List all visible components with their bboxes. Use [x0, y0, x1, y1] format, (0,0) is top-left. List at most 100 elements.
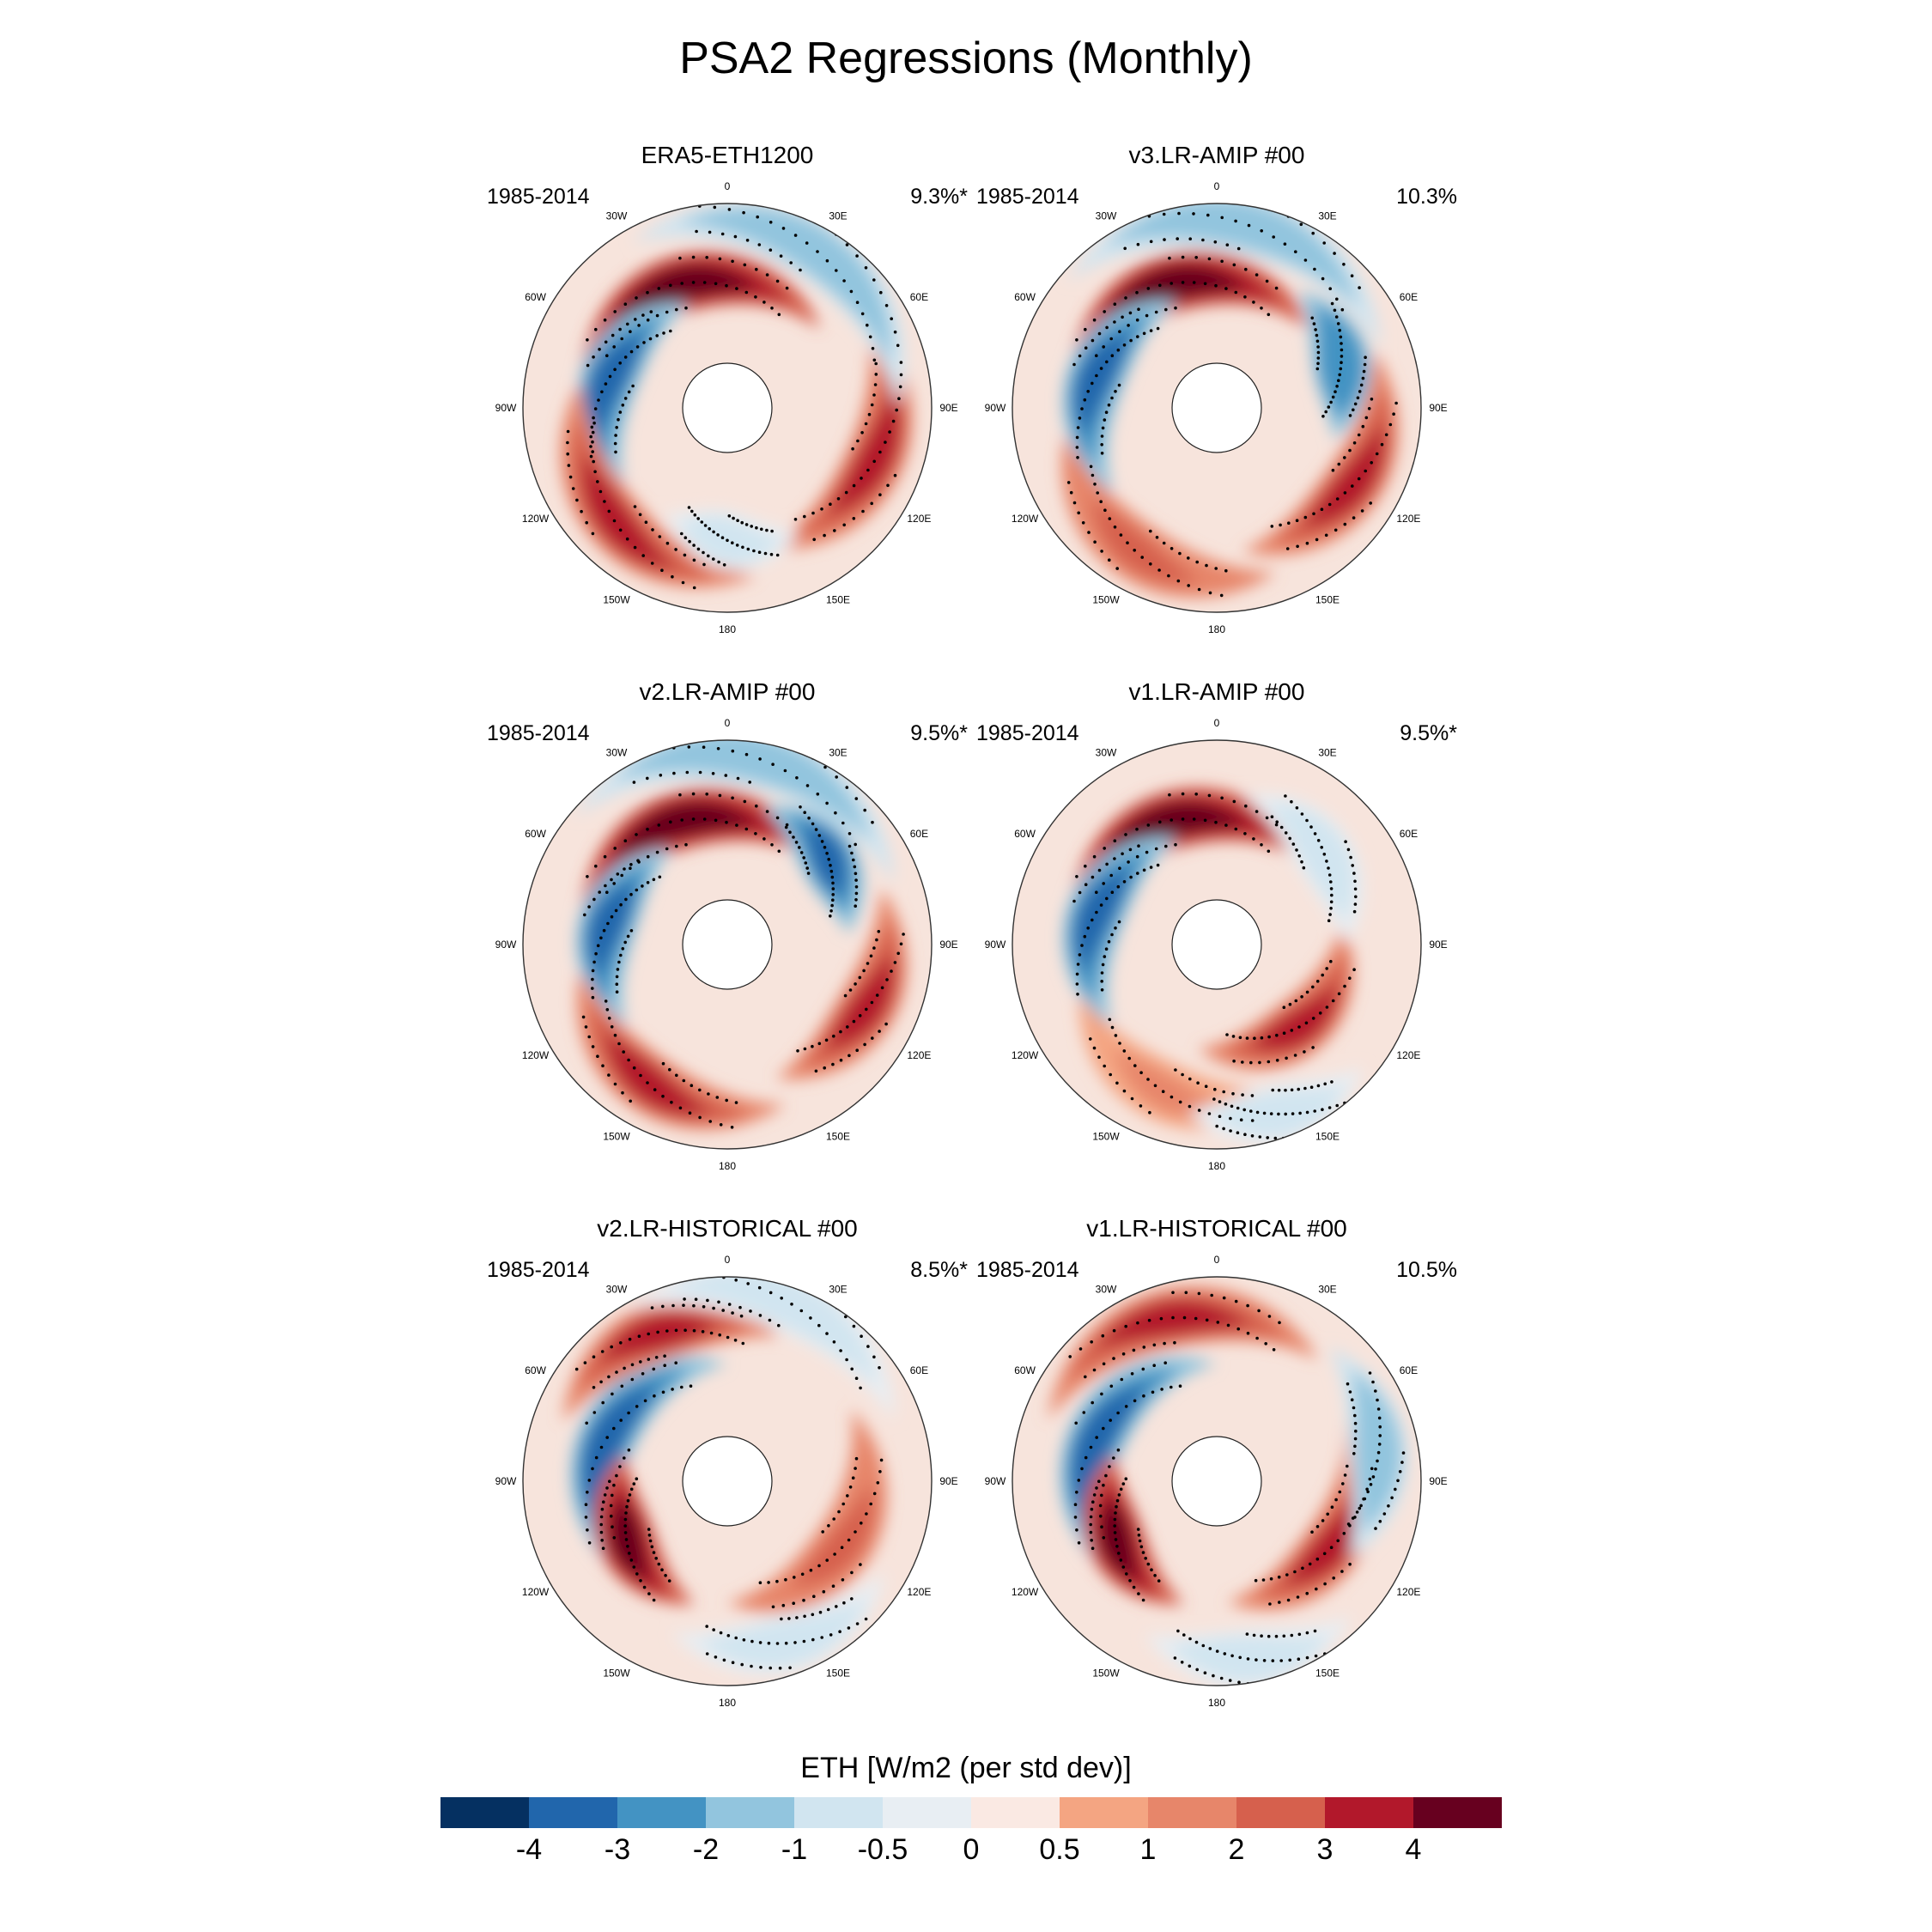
- longitude-label: 150E: [1315, 1130, 1340, 1142]
- significance-dot: [1075, 1528, 1078, 1532]
- panel-title: v3.LR-AMIP #00: [1128, 142, 1305, 168]
- significance-dot: [628, 1493, 632, 1497]
- significance-dot: [594, 951, 598, 956]
- significance-dot: [639, 1073, 642, 1078]
- significance-dot: [1267, 849, 1271, 854]
- antarctica-landmass: [682, 362, 773, 453]
- significance-dot: [878, 493, 882, 496]
- significance-dot: [758, 1314, 762, 1317]
- significance-dot: [598, 890, 601, 894]
- significance-dot: [586, 338, 589, 342]
- longitude-label: 90E: [1429, 1475, 1447, 1487]
- significance-dot: [1203, 1671, 1207, 1674]
- significance-dot: [1371, 1380, 1375, 1384]
- significance-dot: [871, 1036, 874, 1040]
- significance-dot: [1121, 852, 1124, 856]
- significance-dot: [1146, 287, 1151, 290]
- longitude-label: 30W: [1096, 210, 1117, 222]
- significance-dot: [750, 525, 753, 528]
- panel-period: 1985-2014: [487, 721, 590, 745]
- significance-dot: [1181, 255, 1185, 259]
- significance-dot: [683, 553, 687, 557]
- significance-dot: [1353, 1444, 1357, 1449]
- significance-dot: [785, 823, 789, 827]
- significance-dot: [806, 872, 811, 875]
- significance-dot: [669, 329, 672, 333]
- significance-dot: [1152, 1364, 1156, 1367]
- significance-dot: [618, 361, 622, 365]
- significance-dot: [1105, 360, 1109, 364]
- significance-dot: [661, 1061, 665, 1066]
- significance-dot: [854, 898, 858, 902]
- significance-dot: [1312, 322, 1316, 325]
- significance-dot: [1340, 342, 1343, 345]
- significance-dot: [1092, 318, 1097, 322]
- significance-dot: [793, 518, 798, 521]
- significance-dot: [1327, 405, 1331, 409]
- significance-dot: [1298, 1111, 1302, 1115]
- significance-dot: [869, 1502, 872, 1506]
- significance-dot: [765, 528, 769, 532]
- significance-dot: [1123, 246, 1127, 251]
- significance-dot: [646, 290, 649, 295]
- significance-dot: [864, 1617, 868, 1621]
- significance-dot: [1232, 1059, 1236, 1063]
- significance-dot: [680, 818, 683, 822]
- significance-dot: [637, 324, 641, 327]
- significance-dot: [1072, 899, 1076, 903]
- significance-dot: [870, 501, 873, 506]
- significance-dot: [1346, 1382, 1350, 1386]
- significance-dot: [1075, 982, 1079, 986]
- significance-dot: [1208, 1647, 1212, 1650]
- significance-dot: [1214, 567, 1218, 570]
- colorbar-tick-label: -3: [604, 1833, 631, 1866]
- significance-dot: [744, 827, 749, 831]
- longitude-label: 60W: [525, 291, 546, 303]
- longitude-label: 30E: [1318, 210, 1336, 222]
- significance-dot: [1130, 1372, 1134, 1376]
- significance-dot: [1137, 1534, 1141, 1537]
- significance-dot: [858, 975, 862, 980]
- significance-dot: [1333, 308, 1337, 313]
- significance-dot: [1376, 1450, 1381, 1455]
- longitude-label: 90E: [939, 1475, 957, 1487]
- significance-dot: [888, 430, 891, 434]
- significance-dot: [1069, 490, 1073, 495]
- significance-dot: [1255, 810, 1259, 813]
- significance-dot: [1137, 1592, 1140, 1595]
- significance-dot: [1092, 854, 1097, 859]
- significance-dot: [1084, 346, 1088, 349]
- significance-dot: [663, 1354, 666, 1358]
- significance-dot: [811, 822, 815, 826]
- significance-dot: [1320, 507, 1324, 511]
- significance-dot: [1260, 843, 1263, 847]
- significance-dot: [714, 282, 718, 286]
- longitude-label: 30E: [1318, 747, 1336, 759]
- significance-dot: [842, 279, 846, 283]
- anomaly-region: [570, 417, 716, 580]
- significance-dot: [594, 1455, 598, 1460]
- significance-dot: [1117, 383, 1121, 387]
- significance-dot: [654, 1557, 658, 1560]
- significance-dot: [1294, 999, 1298, 1003]
- significance-dot: [1246, 1657, 1250, 1661]
- significance-dot: [1086, 390, 1090, 393]
- significance-dot: [1291, 1112, 1295, 1115]
- significance-dot: [1213, 1087, 1217, 1091]
- significance-dot: [770, 843, 774, 847]
- significance-dot: [1275, 1059, 1279, 1062]
- significance-dot: [1268, 1602, 1272, 1606]
- significance-dot: [1178, 551, 1182, 556]
- significance-dot: [1122, 1089, 1127, 1093]
- significance-dot: [1284, 1112, 1287, 1116]
- significance-dot: [852, 483, 856, 488]
- longitude-label: 180: [1208, 623, 1225, 635]
- significance-dot: [1249, 1109, 1253, 1113]
- significance-dot: [876, 1481, 880, 1485]
- significance-dot: [671, 574, 674, 579]
- antarctica-landmass: [682, 899, 773, 990]
- significance-dot: [1154, 847, 1158, 851]
- significance-dot: [1335, 1103, 1339, 1108]
